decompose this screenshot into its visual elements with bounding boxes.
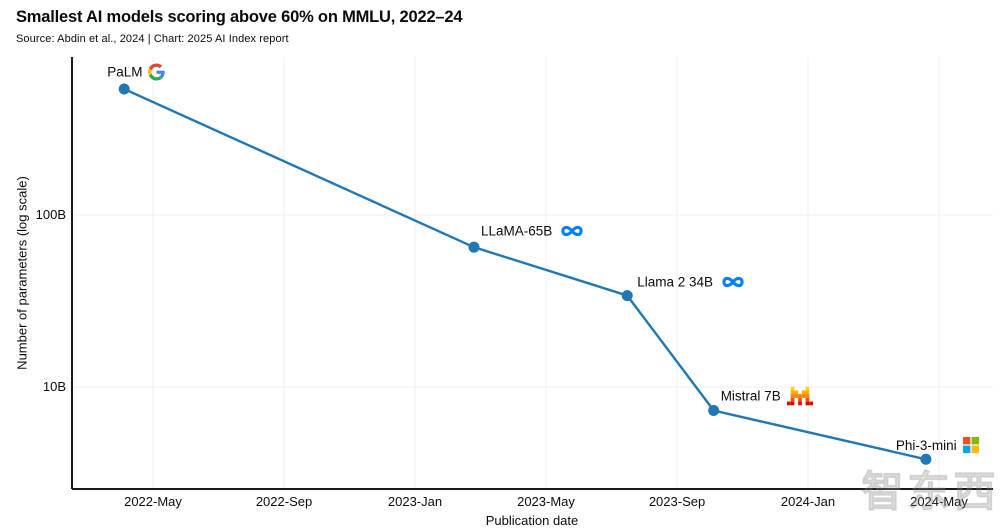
x-axis-title: Publication date (485, 513, 579, 528)
data-point-marker (621, 290, 633, 302)
point-label-text: Mistral 7B (720, 388, 781, 403)
microsoft-logo-icon (962, 437, 979, 454)
data-point-marker (468, 241, 480, 253)
x-tick-label: 2022-Sep (255, 494, 313, 509)
x-tick-label: 2024-Jan (780, 494, 836, 509)
point-label-llama-65b: LLaMA-65B (481, 221, 586, 242)
point-label-palm: PaLM (107, 63, 166, 81)
meta-logo-icon (558, 221, 586, 242)
google-logo-icon (148, 63, 166, 81)
point-label-phi-3-mini: Phi-3-mini (895, 437, 979, 454)
data-point-marker (118, 83, 130, 95)
x-tick-label: 2023-Jan (387, 494, 443, 509)
y-tick-label: 100B (35, 207, 66, 222)
x-tick-label: 2023-Sep (648, 494, 706, 509)
chart-title: Smallest AI models scoring above 60% on … (16, 8, 463, 26)
point-label-text: LLaMA-65B (480, 223, 553, 239)
chart-source-note: Source: Abdin et al., 2024 | Chart: 2025… (16, 33, 289, 45)
data-point-marker (708, 405, 720, 417)
x-tick-label: 2022-May (124, 494, 182, 509)
x-tick-label: 2024-May (910, 494, 968, 509)
y-axis-title: Number of parameters (log scale) (14, 176, 30, 370)
x-tick-label: 2023-May (517, 494, 575, 509)
point-label-text: PaLM (107, 64, 143, 80)
point-label-mistral-7b: Mistral 7B (721, 386, 813, 405)
point-label-text: Llama 2 34B (637, 274, 714, 290)
y-tick-label: 10B (42, 379, 66, 394)
meta-logo-icon (719, 271, 747, 292)
point-label-llama-2-34b: Llama 2 34B (637, 271, 747, 292)
mistral-logo-icon (786, 386, 813, 405)
data-point-marker (920, 453, 932, 465)
point-label-text: Phi-3-mini (895, 437, 957, 453)
